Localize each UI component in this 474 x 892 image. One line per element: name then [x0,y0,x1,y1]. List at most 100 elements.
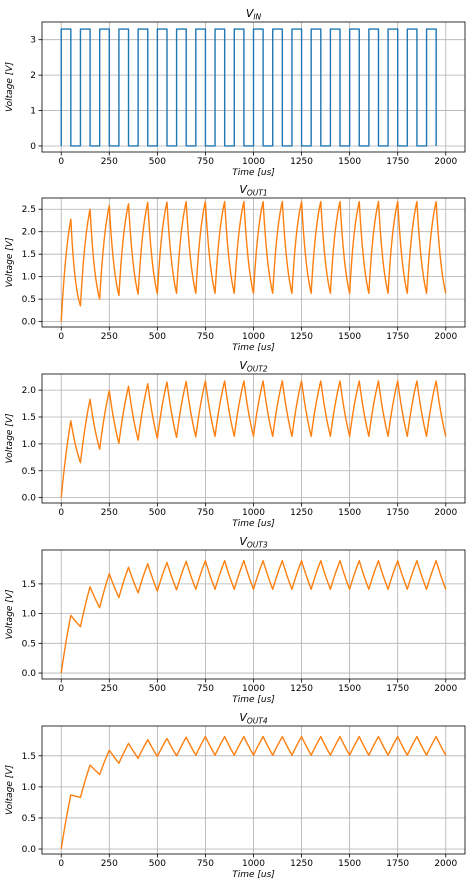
y-tick-label: 3 [30,36,36,46]
chart-title-main: V [239,359,248,372]
chart-title-main: V [239,711,248,724]
y-axis-label: Voltage [V] [5,413,15,463]
x-tick-label: 1000 [242,332,265,342]
y-tick-label: 2.0 [22,386,37,396]
x-tick-label: 1000 [242,859,265,869]
x-tick-label: 1500 [338,859,361,869]
chart-title: VIN [246,7,262,22]
x-tick-label: 1250 [290,508,313,518]
x-tick-label: 500 [149,508,166,518]
chart-title: VOUT2 [239,359,268,374]
subplot-1: 0 250 500 750 1000 1250 1500 1750 2000 0 1 2 3 Time [… [5,7,466,178]
x-tick-label: 1500 [338,157,361,167]
x-tick-label: 1500 [338,508,361,518]
x-tick-label: 250 [101,684,118,694]
x-tick-label: 750 [197,508,214,518]
subplot-4: 0 250 500 750 1000 1250 1500 1750 2000 0.0 0.5 1.0 1… [5,535,466,705]
x-axis-label: Time [us] [232,519,275,529]
x-tick-label: 750 [197,157,214,167]
x-tick-label: 1250 [290,859,313,869]
x-tick-label: 1750 [386,332,409,342]
x-tick-label: 500 [149,157,166,167]
x-tick-label: 500 [149,684,166,694]
x-tick-label: 500 [149,332,166,342]
chart-title: VOUT3 [239,535,268,550]
y-tick-label: 1.0 [22,273,37,283]
y-tick-label: 1.5 [22,413,36,423]
x-tick-label: 250 [101,157,118,167]
x-axis-label: Time [us] [232,695,275,705]
x-tick-label: 250 [101,859,118,869]
x-tick-label: 1250 [290,684,313,694]
y-tick-label: 0.5 [22,295,36,305]
series-line-2 [60,200,447,322]
x-axis-label: Time [us] [232,168,275,178]
y-axis-label: Voltage [V] [5,237,15,287]
y-tick-label: 0.5 [22,814,36,824]
x-tick-label: 1500 [338,332,361,342]
x-tick-label: 1500 [338,684,361,694]
x-tick-label: 0 [58,684,64,694]
y-axis-label: Voltage [V] [5,589,15,639]
y-tick-label: 1 [30,107,36,117]
y-tick-label: 0.5 [22,467,36,477]
x-tick-label: 1000 [242,157,265,167]
x-tick-label: 750 [197,332,214,342]
chart-title-main: V [239,535,248,548]
x-axis-label: Time [us] [232,343,275,353]
x-tick-label: 250 [101,508,118,518]
series-line-3 [60,380,447,498]
x-tick-label: 250 [101,332,118,342]
x-tick-label: 750 [197,684,214,694]
y-tick-label: 0.0 [22,669,37,679]
y-tick-label: 1.5 [22,250,36,260]
x-tick-label: 1250 [290,157,313,167]
y-axis-label: Voltage [V] [5,765,15,815]
x-tick-label: 1750 [386,157,409,167]
x-tick-label: 2000 [434,508,457,518]
x-tick-label: 2000 [434,684,457,694]
chart-title-subscript: OUT3 [247,541,268,550]
series-line-5 [60,735,447,850]
chart-title-subscript: OUT2 [247,365,268,374]
x-tick-label: 0 [58,859,64,869]
y-axis-label: Voltage [V] [5,62,15,112]
y-tick-label: 2.0 [22,228,37,238]
x-tick-label: 0 [58,157,64,167]
x-tick-label: 750 [197,859,214,869]
chart-title-subscript: OUT4 [247,717,268,726]
x-tick-label: 1250 [290,332,313,342]
chart-title-main: V [239,183,248,196]
y-tick-label: 1.0 [22,440,37,450]
x-tick-label: 2000 [434,332,457,342]
x-tick-label: 0 [58,508,64,518]
chart-title: VOUT1 [239,183,267,198]
chart-title-subscript: OUT1 [247,189,268,198]
x-tick-label: 1000 [242,684,265,694]
x-axis-label: Time [us] [232,870,275,880]
y-tick-label: 2.5 [22,205,36,215]
x-tick-label: 0 [58,332,64,342]
subplot-3: 0 250 500 750 1000 1250 1500 1750 2000 0.0 0.5 1.0 1… [5,359,466,529]
y-tick-label: 0.5 [22,639,36,649]
series-line-1 [60,28,437,147]
x-tick-label: 1000 [242,508,265,518]
chart-title: VOUT4 [239,711,268,726]
x-tick-label: 500 [149,859,166,869]
chart-title-main: V [246,7,255,20]
y-tick-label: 0.0 [22,318,37,328]
x-tick-label: 1750 [386,508,409,518]
y-tick-label: 1.5 [22,580,36,590]
subplot-5: 0 250 500 750 1000 1250 1500 1750 2000 0.0 0.5 1.0 1… [5,711,466,880]
y-tick-label: 0.0 [22,494,37,504]
x-tick-label: 1750 [386,684,409,694]
chart-title-subscript: IN [253,13,261,22]
series-line-4 [60,560,447,674]
y-tick-label: 1.0 [22,610,37,620]
x-tick-label: 2000 [434,157,457,167]
y-tick-label: 1.5 [22,752,36,762]
x-tick-label: 2000 [434,859,457,869]
x-tick-label: 1750 [386,859,409,869]
